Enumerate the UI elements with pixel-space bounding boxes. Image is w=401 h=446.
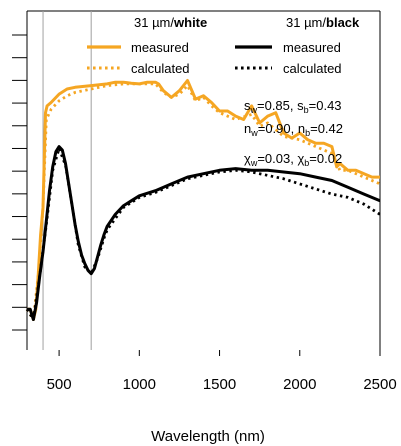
annotation-scattering: sw=0.85, sb=0.43 <box>244 98 342 115</box>
series-layer <box>25 79 381 321</box>
legend-label-black-calculated: calculated <box>283 61 342 76</box>
x-tick-label-1000: 1000 <box>123 376 156 393</box>
series-white-measured <box>27 79 380 321</box>
x-tick-label-2000: 2000 <box>283 376 316 393</box>
legend-label-white-calculated: calculated <box>131 61 190 76</box>
x-tick-label-2500: 2500 <box>363 376 396 393</box>
x-tick-label-500: 500 <box>47 376 72 393</box>
annotation-absorption: χw=0.03, χb=0.02 <box>244 151 342 168</box>
series-white-calculated <box>25 82 381 321</box>
x-axis-label: Wavelength (nm) <box>151 428 265 445</box>
series-black-measured <box>27 145 381 321</box>
legend: 31 µm/white 31 µm/black measured calcula… <box>87 15 360 76</box>
plot-frame <box>26 10 381 350</box>
x-axis: 500 1000 1500 2000 2500 <box>47 350 397 393</box>
legend-header-white: 31 µm/white <box>134 15 207 30</box>
series-black-calculated <box>25 146 381 321</box>
y-axis <box>12 34 27 331</box>
x-tick-label-1500: 1500 <box>203 376 236 393</box>
legend-label-white-measured: measured <box>131 40 189 55</box>
legend-header-black: 31 µm/black <box>286 15 360 30</box>
annotation-refractive: nw=0.90, nb=0.42 <box>244 121 343 138</box>
parameter-annotations: sw=0.85, sb=0.43 nw=0.90, nb=0.42 χw=0.0… <box>244 98 343 168</box>
legend-label-black-measured: measured <box>283 40 341 55</box>
